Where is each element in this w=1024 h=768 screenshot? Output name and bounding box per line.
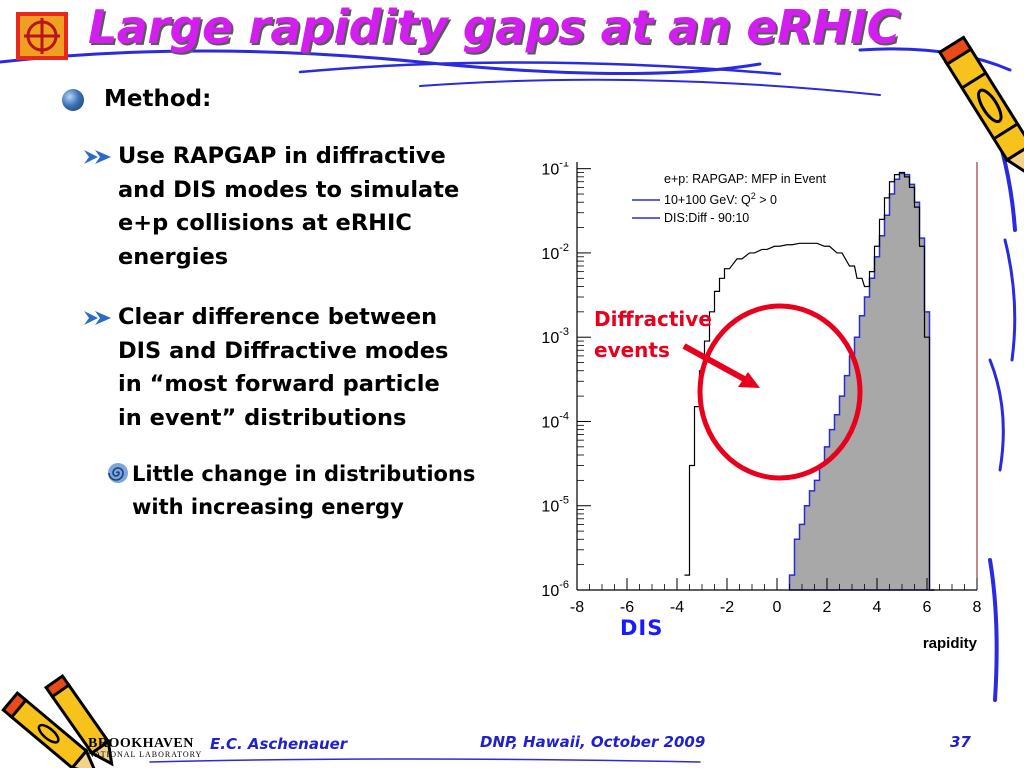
x-tick-label: 0 [773, 599, 782, 616]
legend-entry: DIS:Diff - 90:10 [664, 211, 749, 225]
bullet-difference: Clear difference between DIS and Diffrac… [118, 301, 448, 435]
method-label: Method: [104, 86, 212, 112]
x-tick-label: 4 [873, 599, 882, 616]
arrow-bullet-icon [84, 150, 111, 164]
x-tick-label: 6 [923, 599, 932, 616]
annotation-line1: Diffractive [594, 307, 712, 331]
y-tick-label: 10-6 [541, 579, 569, 600]
diffractive-annotation: Diffractive events [594, 304, 712, 366]
x-tick-label: -4 [670, 599, 684, 616]
bullet-line: e+p collisions at eRHIC [118, 210, 412, 236]
page-number: 37 [950, 733, 971, 751]
bullet-line: DIS and Diffractive modes [118, 337, 449, 364]
bullet-ball-icon [62, 89, 84, 111]
brookhaven-logo: BROOKHAVEN NATIONAL LABORATORY [88, 736, 202, 759]
bullet-line: in “most forward particle [118, 371, 440, 397]
annotation-line2: events [594, 338, 670, 362]
series-dis-area [788, 172, 935, 591]
rapidity-histogram-chart: -8 -6 -4 -2 0 2 4 6 8 rapidity 10-1 10-2 10-3 10-4 10-… [532, 162, 984, 657]
footer-author: E.C. Aschenauer [210, 735, 348, 753]
subbullet-energy: Little change in distributions with incr… [132, 458, 475, 524]
series-diffractive-line [684, 171, 935, 591]
y-tick-label: 10-4 [541, 410, 569, 431]
y-tick-label: 10-5 [541, 495, 569, 516]
arrow-bullet-icon [84, 311, 111, 325]
x-tick-label: 2 [823, 599, 832, 616]
bullet-line: energies [118, 243, 229, 270]
x-tick-label: -6 [620, 599, 634, 616]
lab-sub: NATIONAL LABORATORY [88, 750, 203, 759]
x-tick-label: -8 [570, 599, 584, 616]
subbullet-line: with increasing energy [132, 495, 404, 519]
highlight-circle [697, 303, 863, 481]
y-tick-label: 10-1 [541, 162, 569, 179]
logo-icon [16, 12, 68, 60]
footer-conference: DNP, Hawaii, October 2009 [480, 733, 706, 751]
slide-title: Large rapidity gaps at an eRHIC [88, 0, 900, 54]
dis-label: DIS [620, 616, 664, 640]
x-tick-label: 8 [973, 599, 982, 616]
legend-entry: 10+100 GeV: Q2 > 0 [664, 191, 777, 207]
annotation-arrow [682, 343, 748, 383]
x-axis-label: rapidity [923, 635, 978, 652]
bullet-line: Clear difference between [118, 304, 438, 330]
bullet-line: and DIS modes to simulate [118, 176, 460, 203]
y-tick-label: 10-2 [541, 242, 569, 263]
x-tick-label: -2 [720, 599, 734, 616]
legend-title: e+p: RAPGAP: MFP in Event [664, 172, 827, 186]
y-tick-label: 10-3 [541, 326, 569, 347]
lab-name: BROOKHAVEN [88, 736, 194, 751]
subbullet-line: Little change in distributions [132, 462, 476, 486]
bullet-line: Use RAPGAP in diffractive [118, 143, 446, 169]
bullet-rapgap: Use RAPGAP in diffractive and DIS modes … [118, 140, 459, 274]
bullet-line: in event” distributions [118, 404, 407, 431]
annotation-arrowhead [738, 372, 760, 388]
swirl-bullet-icon [108, 463, 128, 483]
